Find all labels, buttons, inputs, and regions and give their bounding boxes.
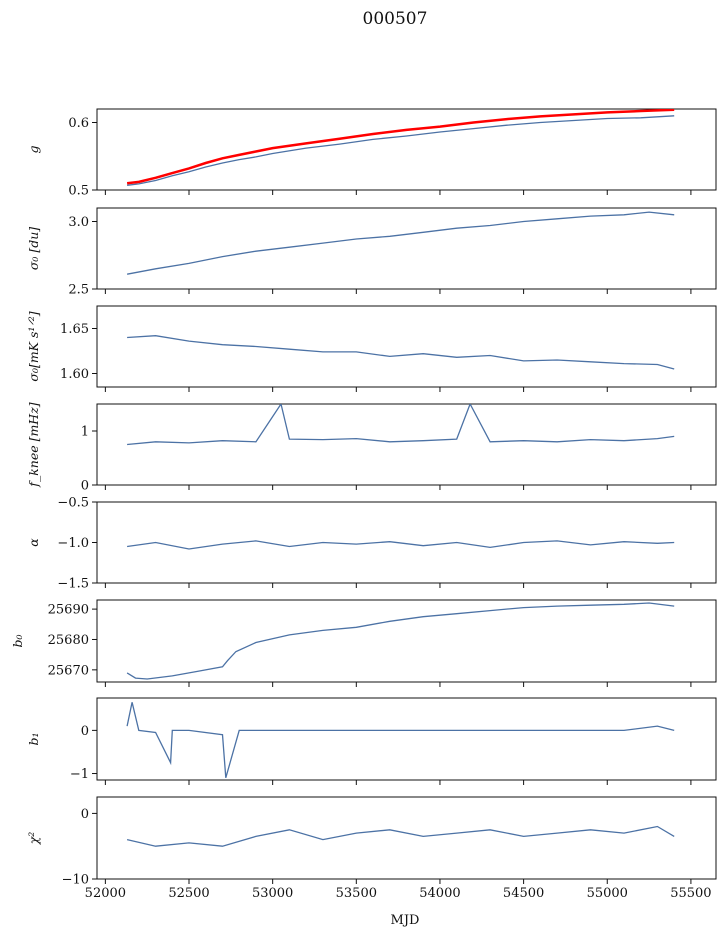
y-axis-label: b₀ [10, 634, 25, 647]
y-tick-label: −1 [70, 767, 89, 782]
series-line-fknee-0 [127, 404, 675, 446]
panel-sigma0-mk: 1.60 1.65 σ₀[mK s¹ᐟ²] [26, 305, 717, 392]
series-line-b0-0 [126, 602, 675, 680]
panel-b0: 25670 25680 25690 b₀ [10, 599, 717, 687]
panel-frame [96, 108, 717, 191]
x-tick-label: 55500 [670, 886, 711, 901]
series-line-g-1 [126, 109, 675, 185]
y-tick-label: −10 [62, 873, 89, 888]
y-tick-label: 0 [81, 724, 89, 739]
x-tick-label: 52500 [168, 886, 209, 901]
panel-frame [96, 599, 717, 683]
y-tick-label: 0.5 [68, 184, 89, 199]
series-line-b1-0 [126, 702, 675, 778]
series-line-g-0 [127, 115, 675, 186]
panel-frame [96, 207, 717, 290]
panel-frame [96, 697, 717, 781]
y-tick-label: 3.0 [68, 215, 89, 230]
panel-alpha: −1.5 −1.0 −0.5 α [26, 496, 717, 592]
y-axis-label: α [26, 538, 41, 547]
y-tick-label: 25680 [48, 633, 89, 648]
y-tick-label: 25690 [48, 603, 89, 618]
panel-frame [96, 305, 717, 388]
x-tick-label: 54000 [419, 886, 460, 901]
y-tick-label: 1.60 [60, 367, 89, 382]
y-axis-label: f_knee [mHz] [26, 402, 41, 487]
y-tick-label: 1 [81, 425, 89, 440]
y-axis-label: χ² [26, 832, 41, 846]
y-tick-label: 2.5 [68, 283, 89, 298]
panel-frame [96, 796, 717, 880]
series-line-alpha-0 [127, 540, 675, 550]
x-tick-label: 52000 [85, 886, 126, 901]
series-line-chi2-0 [126, 825, 675, 847]
series-line-sigma0-du-0 [126, 211, 675, 275]
y-tick-label: 0 [81, 807, 89, 822]
panel-g: 0.5 0.6 g [26, 108, 717, 199]
panel-frame [96, 403, 717, 486]
y-axis-label: g [26, 145, 41, 153]
y-axis-label: σ₀[mK s¹ᐟ²] [26, 311, 41, 381]
y-axis-label: b₁ [26, 732, 41, 745]
panel-frame [96, 501, 717, 584]
panel-b1: −1 0 b₁ [26, 697, 717, 785]
y-tick-label: 25670 [48, 663, 89, 678]
y-tick-label: 1.65 [60, 322, 89, 337]
y-tick-label: −1.0 [57, 536, 89, 551]
x-tick-label: 54500 [503, 886, 544, 901]
x-tick-label: 53500 [336, 886, 377, 901]
x-tick-label: 55000 [587, 886, 628, 901]
panel-fknee: 0 1 f_knee [mHz] [26, 402, 717, 494]
y-tick-label: −0.5 [57, 496, 89, 511]
y-tick-label: 0 [81, 479, 89, 494]
y-axis-label: σ₀ [du] [26, 227, 41, 270]
y-tick-label: 0.6 [68, 116, 89, 131]
panel-sigma0-du: 2.5 3.0 σ₀ [du] [26, 207, 717, 298]
panel-chi2: −10 0 52000 52500 53000 53500 54000 54500 55000 5… [26, 796, 717, 901]
x-axis-label: MJD [391, 913, 420, 928]
y-tick-label: −1.5 [57, 577, 89, 592]
series-line-sigma0-mk-0 [127, 335, 675, 370]
figure-title: 000507 [363, 9, 428, 29]
x-tick-label: 53000 [252, 886, 293, 901]
